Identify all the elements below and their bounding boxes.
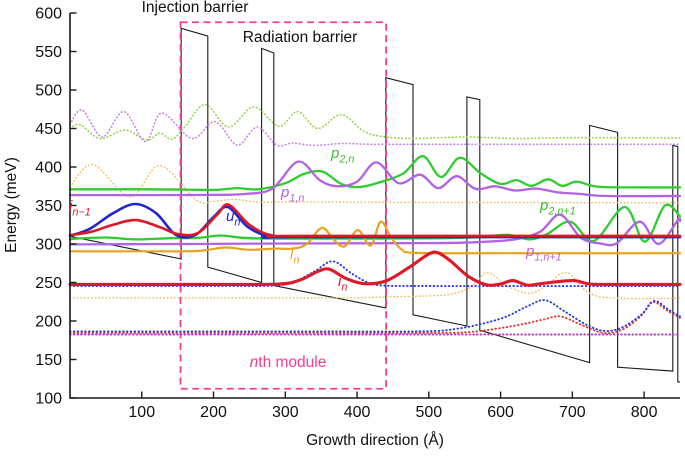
series-l-n bbox=[68, 220, 682, 255]
series-i-n bbox=[68, 250, 682, 287]
series-p1-n bbox=[68, 160, 682, 198]
series-i-previous-module bbox=[68, 203, 682, 238]
y-tick-label: 100 bbox=[35, 391, 62, 408]
series-p1-previous-module bbox=[69, 109, 681, 147]
y-tick-label: 600 bbox=[35, 6, 62, 23]
y-tick-label: 250 bbox=[35, 275, 62, 292]
x-tick-label: 600 bbox=[487, 404, 514, 421]
axes bbox=[69, 13, 680, 399]
x-tick-label: 100 bbox=[128, 404, 155, 421]
series-l-next-module bbox=[69, 271, 681, 300]
x-axis-title: Growth direction (Å) bbox=[306, 432, 444, 449]
p1n1-label: p1,n+1 bbox=[525, 243, 562, 264]
x-tick-label: 800 bbox=[631, 404, 658, 421]
series-u-n bbox=[68, 202, 682, 239]
conduction-band-profile bbox=[69, 27, 681, 383]
p2n1-label: p2,n+1 bbox=[539, 197, 576, 218]
series-p2-previous-module bbox=[69, 103, 681, 141]
y-tick-label: 350 bbox=[35, 198, 62, 215]
y-tick-label: 300 bbox=[35, 237, 62, 254]
i-n-label: in bbox=[338, 273, 347, 294]
series-p2-n bbox=[68, 155, 682, 192]
y-tick-label: 500 bbox=[35, 83, 62, 100]
y-tick-label: 550 bbox=[35, 44, 62, 61]
p2n-label: p2,n bbox=[330, 145, 354, 166]
p1n-label: p1,n bbox=[280, 184, 304, 205]
x-tick-label: 700 bbox=[559, 404, 586, 421]
y-tick-label: 150 bbox=[35, 352, 62, 369]
l-n-label: ln bbox=[290, 246, 299, 267]
nth-module-label: nth module bbox=[250, 354, 327, 371]
series-u-n-plus-1 bbox=[69, 260, 681, 288]
y-tick-label: 400 bbox=[35, 160, 62, 177]
x-tick-label: 500 bbox=[415, 404, 442, 421]
nth-module-box bbox=[179, 21, 388, 390]
series-u-next-next-module bbox=[69, 299, 681, 333]
series-i-next-module bbox=[69, 301, 681, 335]
x-tick-label: 300 bbox=[272, 404, 299, 421]
x-tick-label: 400 bbox=[344, 404, 371, 421]
injection-barrier-label: Injection barrier bbox=[142, 0, 249, 16]
radiation-barrier-label: Radiation barrier bbox=[243, 29, 358, 46]
x-tick-label: 200 bbox=[200, 404, 227, 421]
y-axis-title: Energy (meV) bbox=[3, 157, 20, 253]
y-tick-label: 450 bbox=[35, 121, 62, 138]
i-n-minus-1-label: in−1 bbox=[69, 198, 91, 219]
y-tick-label: 200 bbox=[35, 314, 62, 331]
u-n-label: un bbox=[226, 208, 240, 229]
